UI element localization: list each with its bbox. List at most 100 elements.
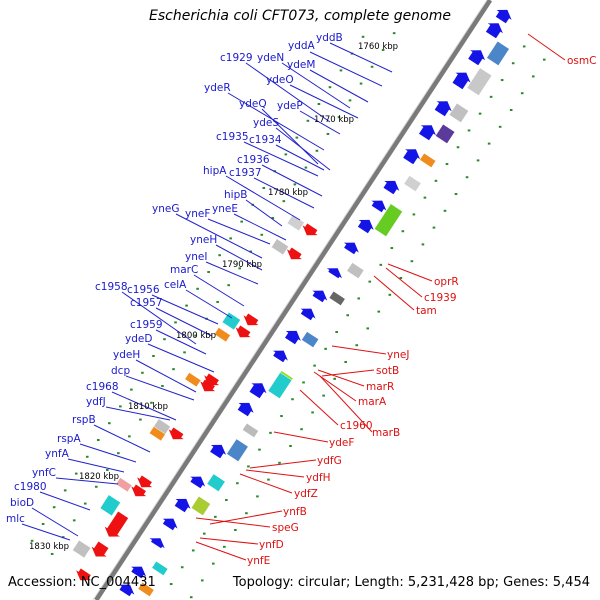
leader-line: [281, 62, 351, 109]
tick-dot: [392, 32, 396, 35]
gene-label-yneG[interactable]: yneG: [152, 203, 179, 215]
gene-label-ydeF[interactable]: ydeF: [329, 437, 354, 449]
reverse-gene-block: [72, 539, 92, 559]
tick-label: 1830 kbp: [29, 542, 69, 552]
tick-dot: [423, 196, 427, 199]
tick-dot: [61, 536, 65, 539]
gene-label-yddA[interactable]: yddA: [288, 40, 316, 52]
gene-label-ydfH[interactable]: ydfH: [306, 472, 330, 484]
gene-label-c1934[interactable]: c1934: [249, 134, 282, 146]
gene-label-speG[interactable]: speG: [272, 522, 299, 534]
gene-label-c1939[interactable]: c1939: [424, 292, 457, 304]
gene-label-ydfG[interactable]: ydfG: [317, 455, 342, 467]
gene-label-yneI[interactable]: yneI: [185, 251, 207, 263]
gene-label-yneJ[interactable]: yneJ: [387, 349, 409, 361]
gene-label-rspA[interactable]: rspA: [57, 433, 81, 445]
tick-dot: [174, 321, 177, 324]
gene-label-c1980[interactable]: c1980: [14, 481, 47, 493]
leader-line: [31, 507, 79, 537]
gene-label-ydeH[interactable]: ydeH: [113, 349, 140, 361]
gene-label-c1968[interactable]: c1968: [86, 381, 119, 393]
gene-label-yneF[interactable]: yneF: [185, 208, 210, 220]
reverse-gene-block: [99, 494, 121, 517]
gene-label-osmC[interactable]: osmC: [567, 55, 596, 67]
forward-gene-block: [466, 67, 493, 96]
leader-line: [319, 375, 373, 433]
gene-label-bioD[interactable]: bioD: [10, 497, 34, 509]
gene-label-sotB[interactable]: sotB: [376, 365, 399, 377]
forward-gene-arrow: [149, 538, 165, 549]
tick-dot: [238, 267, 241, 270]
gene-label-marA[interactable]: marA: [358, 396, 387, 408]
reverse-gene-block: [148, 426, 166, 442]
gene-label-dcp[interactable]: dcp: [111, 365, 130, 377]
gene-label-ydeO[interactable]: ydeO: [266, 74, 294, 86]
leader-line: [209, 510, 283, 525]
leader-line: [55, 477, 119, 485]
gene-label-c1936[interactable]: c1936: [237, 154, 270, 166]
gene-label-c1935[interactable]: c1935: [216, 131, 249, 143]
gene-label-yneE[interactable]: yneE: [212, 203, 238, 215]
gene-label-celA[interactable]: celA: [164, 279, 187, 291]
gene-label-c1956[interactable]: c1956: [127, 284, 160, 296]
tick-dot: [520, 92, 524, 95]
gene-label-c1929[interactable]: c1929: [220, 52, 253, 64]
forward-gene-block: [151, 560, 169, 576]
gene-label-yddB[interactable]: yddB: [316, 32, 343, 44]
tick-dot: [247, 465, 250, 468]
leader-line: [299, 389, 339, 426]
tick-dot: [344, 361, 347, 364]
gene-label-ydeS[interactable]: ydeS: [253, 117, 279, 129]
gene-label-ydeM[interactable]: ydeM: [287, 59, 315, 71]
gene-leader-lines: [21, 33, 566, 561]
gene-label-marC[interactable]: marC: [170, 264, 198, 276]
gene-label-ynfA[interactable]: ynfA: [45, 448, 70, 460]
tick-dot: [223, 545, 226, 548]
tick-dot: [30, 539, 34, 542]
gene-label-ynfD[interactable]: ynfD: [259, 539, 284, 551]
gene-label-c1957[interactable]: c1957: [130, 297, 163, 309]
gene-label-c1958[interactable]: c1958: [95, 281, 128, 293]
tick-dot: [284, 153, 288, 156]
forward-gene-arrow: [343, 242, 359, 255]
reverse-gene-arrow: [200, 379, 216, 392]
gene-label-ydeN[interactable]: ydeN: [257, 52, 284, 64]
leader-line: [125, 375, 195, 401]
gene-label-ynfB[interactable]: ynfB: [283, 506, 307, 518]
gene-label-marB[interactable]: marB: [372, 427, 400, 439]
leader-line: [205, 261, 259, 285]
gene-label-c1959[interactable]: c1959: [130, 319, 163, 331]
gene-label-rspB[interactable]: rspB: [72, 414, 96, 426]
leader-line: [275, 127, 331, 171]
gene-label-hipA[interactable]: hipA: [203, 165, 227, 177]
gene-label-hipB[interactable]: hipB: [224, 189, 247, 201]
gene-label-c1937[interactable]: c1937: [229, 167, 262, 179]
gene-label-ynfC[interactable]: ynfC: [32, 467, 56, 479]
gene-label-yneH[interactable]: yneH: [190, 234, 217, 246]
leader-line: [185, 289, 233, 319]
gene-label-ydeR[interactable]: ydeR: [204, 82, 231, 94]
gene-label-oprR[interactable]: oprR: [434, 276, 459, 288]
gene-label-ydeD[interactable]: ydeD: [125, 333, 152, 345]
tick-dot: [269, 431, 272, 434]
gene-label-ydfJ[interactable]: ydfJ: [86, 396, 106, 408]
leader-line: [207, 218, 271, 245]
tick-dot: [381, 48, 385, 51]
tick-dot: [152, 354, 155, 357]
tick-dot: [96, 438, 100, 441]
gene-label-c1960[interactable]: c1960: [340, 420, 373, 432]
tick-dot: [324, 347, 327, 350]
tick-dot: [258, 448, 261, 451]
gene-label-ydeP[interactable]: ydeP: [277, 100, 303, 112]
gene-label-mlc[interactable]: mlc: [6, 513, 25, 525]
gene-label-ydeQ[interactable]: ydeQ: [239, 98, 267, 110]
tick-dot: [85, 455, 89, 458]
tick-dot-tracks: [30, 32, 546, 599]
gene-label-marR[interactable]: marR: [366, 381, 394, 393]
tick-dot: [370, 65, 374, 68]
gene-label-ydfZ[interactable]: ydfZ: [294, 488, 318, 500]
leader-line: [155, 329, 207, 355]
leader-line: [21, 523, 71, 541]
gene-label-tam[interactable]: tam: [416, 305, 437, 317]
gene-label-ynfE[interactable]: ynfE: [247, 555, 270, 567]
